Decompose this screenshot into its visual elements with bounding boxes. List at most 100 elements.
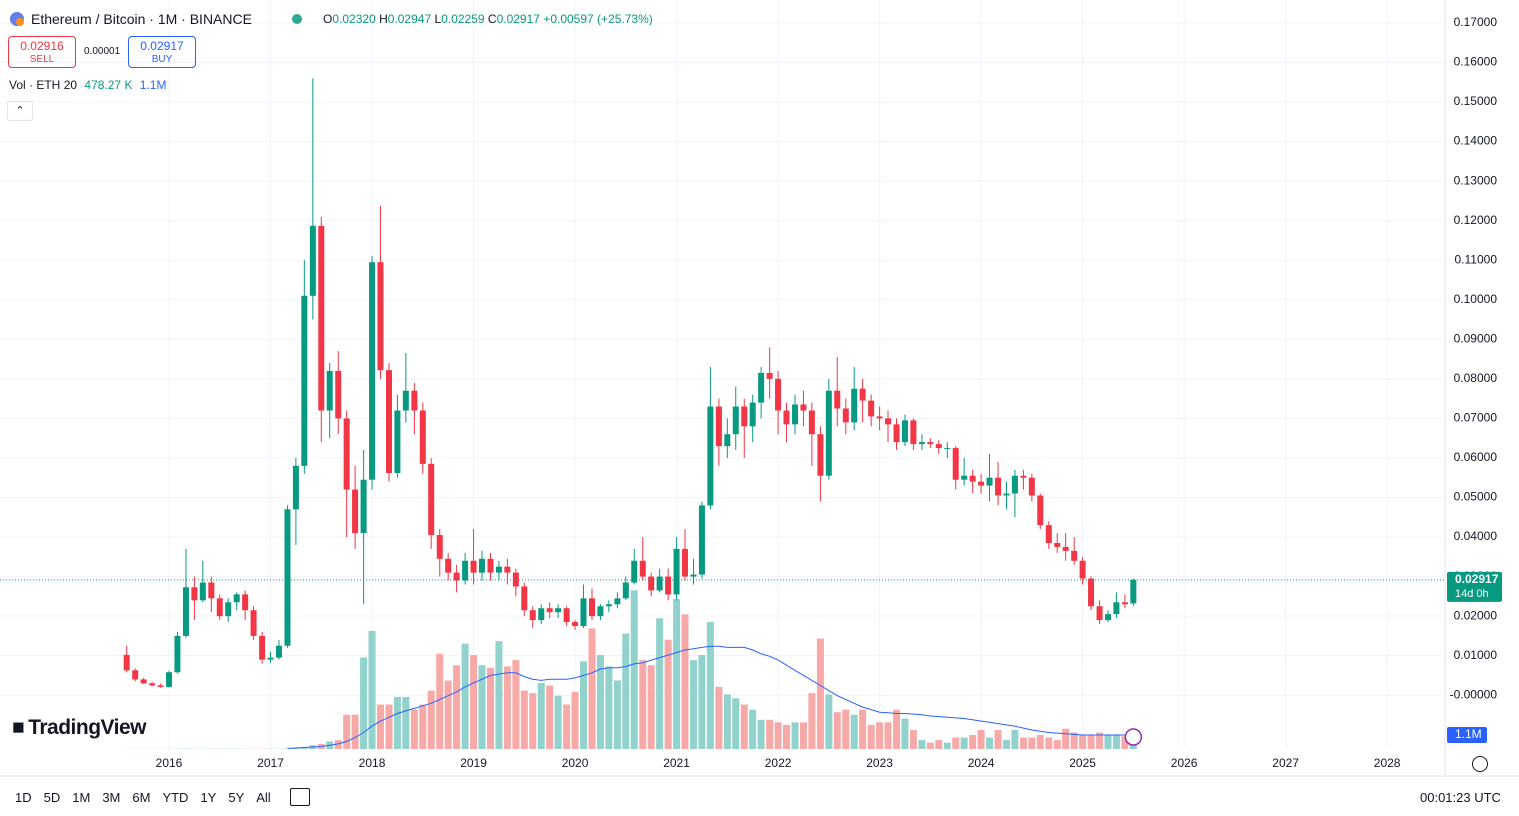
candle-body <box>259 635 266 660</box>
candle-body <box>1037 495 1044 526</box>
price-tag-countdown: 14d 0h <box>1455 588 1489 600</box>
x-tick-label: 2027 <box>1272 756 1299 770</box>
candle-body <box>123 654 130 671</box>
candle-body <box>758 372 765 403</box>
y-tick-label: 0.10000 <box>1454 292 1498 306</box>
timeframe-button[interactable]: 1Y <box>200 790 217 805</box>
candle-body <box>622 582 629 599</box>
volume-bar <box>766 719 774 749</box>
y-tick-label: 0.11000 <box>1455 252 1498 266</box>
volume-bar <box>470 655 478 749</box>
legend-value: 0.02259 <box>441 12 485 26</box>
candle-body <box>656 576 663 591</box>
candle-body <box>1096 606 1103 621</box>
candle-body <box>986 477 993 486</box>
date-range-button[interactable] <box>290 788 310 806</box>
candle-body <box>369 262 376 480</box>
volume-bar <box>622 633 630 749</box>
volume-bar <box>478 665 486 749</box>
candle-body <box>166 672 173 687</box>
volume-bar <box>486 667 494 749</box>
volume-bar <box>647 665 655 749</box>
candle-body <box>944 448 951 450</box>
candle-body <box>233 594 240 603</box>
candle-body <box>174 635 181 673</box>
y-tick-label: 0.04000 <box>1454 529 1498 543</box>
candle-body <box>504 566 511 573</box>
volume-bar <box>571 691 579 749</box>
volume-bar <box>529 693 537 749</box>
volume-bar <box>799 722 807 749</box>
y-tick-label: -0.00000 <box>1450 687 1498 701</box>
volume-bar <box>537 682 545 749</box>
timeframe-button[interactable]: 5Y <box>228 790 245 805</box>
candle-body <box>741 406 748 427</box>
volume-bar <box>783 724 791 749</box>
timeframe-button[interactable]: 3M <box>102 790 121 805</box>
candle-body <box>978 481 985 486</box>
timeframe-button[interactable]: All <box>256 790 271 805</box>
timeframe-button[interactable]: YTD <box>162 790 189 805</box>
x-tick-label: 2020 <box>562 756 589 770</box>
candle-body <box>275 645 282 658</box>
candle-body <box>648 576 655 591</box>
volume-bar <box>639 660 647 749</box>
volume-bar <box>554 695 562 749</box>
logo-mark: ■ <box>12 716 25 739</box>
volume-bar <box>368 630 376 749</box>
candle-body <box>749 402 756 427</box>
candle-body <box>521 586 528 611</box>
volume-bar <box>1002 740 1010 749</box>
legend-value: 0.02917 <box>496 12 540 26</box>
volume-bar <box>579 661 587 749</box>
status-dot <box>292 14 302 24</box>
candle-body <box>487 558 494 573</box>
y-tick-label: 0.01000 <box>1454 648 1498 662</box>
volume-bar <box>419 704 427 749</box>
candle-body <box>859 388 866 401</box>
y-tick-label: 0.15000 <box>1454 94 1498 108</box>
candle-body <box>1113 602 1120 615</box>
candle-body <box>681 548 688 577</box>
collapse-button[interactable]: ⌃ <box>7 101 33 121</box>
volume-bar <box>512 660 520 749</box>
volume-bar <box>1121 736 1129 749</box>
legend-key: C <box>487 12 497 26</box>
candle-body <box>225 602 232 617</box>
candle-body <box>572 622 579 627</box>
timeframe-button[interactable]: 6M <box>132 790 151 805</box>
buy-button[interactable]: 0.02917 BUY <box>128 36 196 68</box>
candle-body <box>326 370 333 411</box>
candle-body <box>631 560 638 583</box>
candle-body <box>149 683 156 686</box>
candle-body <box>842 408 849 423</box>
candle-body <box>673 548 680 595</box>
candle-body <box>546 608 553 613</box>
candle-body <box>952 448 959 480</box>
settings-button[interactable] <box>1472 756 1488 772</box>
volume-bar <box>1011 729 1019 749</box>
candle-body <box>893 424 900 443</box>
volume-bar <box>918 740 926 749</box>
candle-body <box>250 610 257 636</box>
candle-body <box>597 606 604 617</box>
candle-body <box>800 404 807 411</box>
symbol-title: Ethereum / Bitcoin · 1M · BINANCE <box>31 11 252 27</box>
legend-change: +0.00597 (+25.73%) <box>543 12 653 26</box>
ma-tag <box>1447 727 1487 744</box>
y-tick-label: 0.09000 <box>1454 331 1498 345</box>
candle-body <box>208 582 215 599</box>
timeframe-button[interactable]: 1M <box>72 790 91 805</box>
sell-button[interactable]: 0.02916 SELL <box>8 36 76 68</box>
volume-bar <box>343 714 351 749</box>
legend-key: H <box>379 12 388 26</box>
x-tick-label: 2022 <box>765 756 792 770</box>
legend-value: 0.02320 <box>332 12 376 26</box>
timeframe-button[interactable]: 5D <box>43 790 61 805</box>
timeframe-button[interactable]: 1D <box>15 790 32 805</box>
candle-body <box>394 410 401 473</box>
candle-body <box>1121 602 1128 605</box>
volume-bar <box>732 698 740 749</box>
y-tick-label: 0.16000 <box>1454 55 1498 69</box>
